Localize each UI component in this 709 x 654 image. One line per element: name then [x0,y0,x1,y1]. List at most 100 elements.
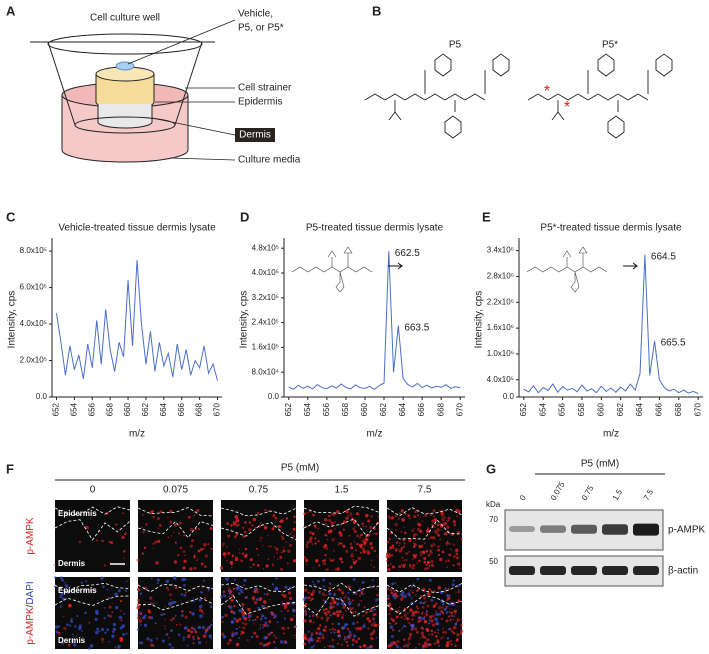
nucleus-dot [146,637,150,641]
signal-dot [210,598,213,600]
signal-dot [288,596,293,601]
signal-dot [351,638,355,642]
nucleus-dot [416,577,420,581]
signal-dot [312,513,315,517]
signal-dot [328,628,331,632]
signal-dot [410,589,412,592]
signal-dot [138,620,142,624]
nucleus-dot [239,588,243,592]
signal-dot [356,620,359,624]
nucleus-dot [139,623,142,626]
signal-dot [267,534,269,537]
nucleus-dot [106,628,110,632]
nucleus-dot [163,613,166,616]
signal-dot [198,608,203,612]
nucleus-dot [165,579,170,584]
signal-dot [441,611,444,615]
signal-dot [421,634,424,637]
signal-dot [425,610,428,613]
signal-dot [405,626,407,628]
signal-dot [241,621,245,625]
signal-dot [169,599,172,601]
nucleus-dot [261,604,265,609]
signal-dot [339,524,342,526]
signal-dot [170,618,173,622]
signal-dot [358,594,362,597]
signal-dot [431,623,436,627]
signal-dot [391,628,395,632]
signal-dot [358,614,360,617]
signal-dot [366,617,370,621]
dermis-boundary [137,597,214,611]
signal-dot [141,552,145,555]
signal-dot [324,517,328,522]
signal-dot [416,522,421,527]
nucleus-dot [94,609,99,614]
signal-dot [400,530,403,533]
signal-dot [425,564,428,567]
row-label-part: / [25,604,36,607]
signal-dot [238,617,242,621]
signal-dot [322,618,324,620]
nucleus-dot [262,626,265,629]
nucleus-dot [207,626,211,630]
signal-dot [387,554,391,558]
nucleus-dot [412,583,415,585]
signal-dot [395,594,399,598]
signal-dot [340,589,343,591]
lane-label: 0.75 [580,484,596,502]
signal-dot [437,533,440,537]
signal-dot [110,541,114,544]
signal-dot [273,556,275,558]
signal-dot [409,517,411,520]
y-tick-label: 0.0 [503,392,515,401]
nucleus-dot [362,624,366,629]
signal-dot [342,600,345,603]
signal-dot [308,619,313,623]
x-tick-label: 664 [159,402,168,416]
signal-dot [396,640,399,643]
nucleus-dot [233,578,236,581]
signal-dot [373,532,375,535]
signal-dot [443,516,446,519]
nucleus-dot [149,638,153,643]
drop [115,61,135,71]
signal-dot [263,623,267,627]
nucleus-dot [444,588,447,591]
signal-dot [336,567,340,571]
signal-dot [405,559,408,561]
x-tick-label: 660 [123,402,132,416]
signal-dot [222,552,227,556]
nucleus-dot [411,626,415,630]
signal-dot [376,556,378,558]
peak-label: 662.5 [395,248,420,259]
x-tick-label: 670 [213,402,222,416]
signal-dot [372,566,376,569]
signal-dot [430,551,433,554]
signal-dot [319,640,322,643]
nucleus-dot [322,585,325,588]
signal-dot [280,551,283,554]
nucleus-dot [83,589,87,592]
signal-dot [416,510,419,513]
signal-dot [441,517,445,521]
nucleus-dot [85,580,88,583]
signal-dot [354,627,357,629]
signal-dot [439,610,442,613]
nucleus-dot [117,589,121,593]
nucleus-dot [425,609,428,612]
signal-dot [373,549,377,553]
signal-dot [167,516,169,519]
signal-dot [450,643,453,646]
nucleus-dot [193,628,196,631]
signal-dot [408,621,411,625]
signal-dot [437,587,440,590]
nucleus-dot [414,647,417,649]
band [633,523,659,536]
signal-dot [430,544,434,548]
nucleus-dot [389,642,393,646]
signal-dot [338,610,342,614]
nucleus-dot [114,646,117,649]
nucleus-dot [370,609,374,613]
nucleus-dot [184,578,187,581]
